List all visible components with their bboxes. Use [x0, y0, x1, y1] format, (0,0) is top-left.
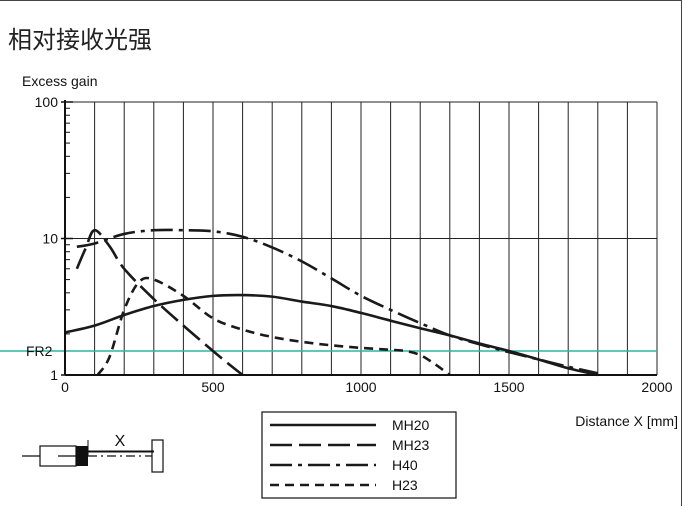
x-axis-label: Distance X [mm] [575, 413, 678, 429]
series-layer [64, 228, 599, 377]
y-axis-label: Excess gain [22, 73, 97, 89]
target-object [151, 439, 164, 473]
reference-label: FR2 [26, 343, 53, 359]
y-tick-label: 100 [35, 94, 59, 110]
legend-label-mh23: MH23 [392, 437, 430, 453]
chart-axes [64, 100, 657, 376]
legend-box [261, 411, 457, 499]
distance-label: X [115, 433, 126, 450]
chart-grid [65, 101, 658, 375]
x-tick-label: 500 [201, 379, 225, 395]
sensor-diagram: X [22, 433, 164, 473]
y-tick-label: 10 [42, 231, 58, 247]
series-line-h40 [76, 228, 599, 375]
legend-items: MH20 MH23 H40 H23 [270, 417, 430, 493]
emitter-lens [76, 446, 88, 466]
page-title: 相对接收光强 [8, 26, 152, 54]
x-tick-label: 1000 [345, 379, 376, 395]
legend-label-h23: H23 [392, 477, 418, 493]
legend-label-mh20: MH20 [392, 417, 430, 433]
y-tick-label: 1 [50, 367, 58, 383]
legend: MH20 MH23 H40 H23 [261, 411, 457, 499]
legend-label-h40: H40 [392, 457, 418, 473]
series-line-h23 [96, 276, 451, 377]
x-tick-label: 2000 [641, 379, 672, 395]
x-tick-label: 0 [61, 379, 69, 395]
x-tick-label: 1500 [493, 379, 524, 395]
series-line-mh23 [75, 228, 244, 377]
